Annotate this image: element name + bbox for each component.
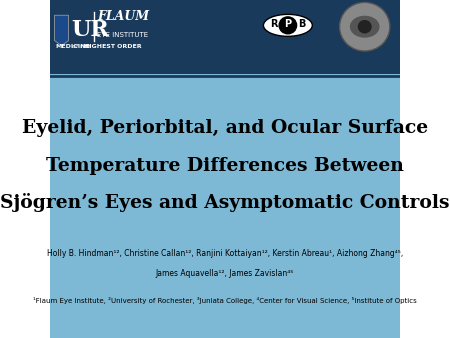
Text: Holly B. Hindman¹², Christine Callan¹², Ranjini Kottaiyan¹², Kerstin Abreau¹, Ai: Holly B. Hindman¹², Christine Callan¹², … (47, 249, 403, 258)
Text: Temperature Differences Between: Temperature Differences Between (46, 156, 404, 175)
Text: UR: UR (72, 19, 109, 41)
Text: Eyelid, Periorbital, and Ocular Surface: Eyelid, Periorbital, and Ocular Surface (22, 119, 428, 138)
Circle shape (279, 17, 297, 34)
Ellipse shape (263, 14, 312, 37)
Text: P: P (284, 19, 292, 29)
Text: FLAUM: FLAUM (97, 10, 149, 23)
Text: MEDICINE: MEDICINE (55, 44, 90, 49)
Text: R: R (270, 19, 278, 29)
Text: Sjögren’s Eyes and Asymptomatic Controls: Sjögren’s Eyes and Asymptomatic Controls (0, 193, 450, 212)
Text: of the: of the (72, 44, 90, 49)
FancyBboxPatch shape (50, 0, 400, 74)
FancyBboxPatch shape (50, 74, 400, 338)
Text: HIGHEST ORDER: HIGHEST ORDER (84, 44, 141, 49)
Text: EYE INSTITUTE: EYE INSTITUTE (97, 32, 148, 38)
Circle shape (340, 2, 390, 51)
Polygon shape (54, 15, 68, 46)
Circle shape (358, 20, 372, 33)
Text: B: B (298, 19, 306, 29)
Ellipse shape (350, 16, 379, 38)
Text: James Aquavella¹², James Zavislan⁴⁵: James Aquavella¹², James Zavislan⁴⁵ (156, 269, 294, 278)
Text: ¹Flaum Eye Institute, ²University of Rochester, ³Juniata College, ⁴Center for Vi: ¹Flaum Eye Institute, ²University of Roc… (33, 297, 417, 304)
